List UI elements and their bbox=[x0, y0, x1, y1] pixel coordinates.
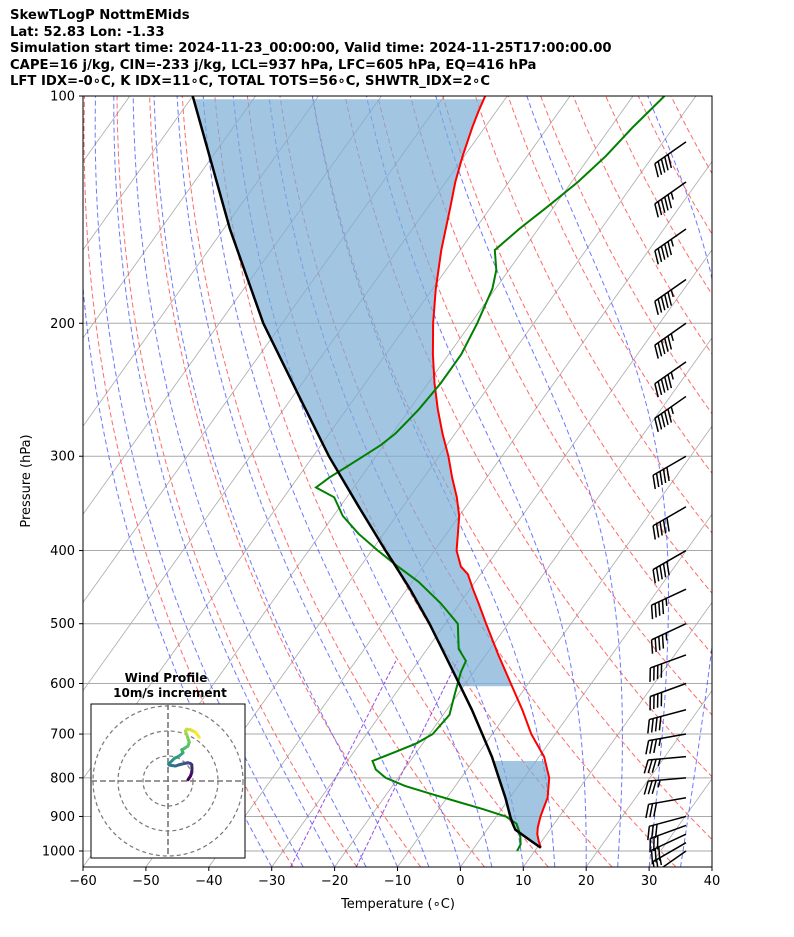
x-tick-label: 10 bbox=[515, 874, 532, 889]
moist-adiabat-line bbox=[202, 96, 461, 867]
wind-barb bbox=[654, 278, 687, 315]
mixing-ratio-lines bbox=[290, 660, 458, 867]
y-axis-label: Pressure (hPa) bbox=[19, 434, 34, 527]
isotherm-line bbox=[585, 689, 712, 867]
x-tick-label: −50 bbox=[132, 874, 159, 889]
y-tick-label: 900 bbox=[50, 810, 75, 825]
isotherm-line bbox=[460, 513, 712, 867]
x-tick-label: −40 bbox=[195, 874, 222, 889]
wind-barb bbox=[654, 181, 687, 218]
wind-barb bbox=[652, 455, 687, 490]
parcel-path bbox=[191, 96, 542, 849]
isotherm-line bbox=[208, 160, 712, 867]
dry-adiabat-line bbox=[442, 96, 712, 594]
header-indices-line: LFT IDX=-0∘C, K IDX=11∘C, TOTAL TOTS=56∘… bbox=[10, 74, 491, 89]
dry-adiabat-line bbox=[409, 96, 712, 655]
wind-barb bbox=[647, 709, 687, 734]
header-times: Simulation start time: 2024-11-23_00:00:… bbox=[10, 41, 612, 56]
isotherm-line bbox=[271, 249, 712, 867]
x-tick-label: 40 bbox=[704, 874, 721, 889]
y-tick-label: 200 bbox=[50, 317, 75, 332]
header-cape-line: CAPE=16 j/kg, CIN=-233 j/kg, LCL=937 hPa… bbox=[10, 57, 537, 73]
wind-barb bbox=[650, 623, 687, 654]
wind-barb bbox=[650, 588, 687, 620]
mixing-ratio-line bbox=[290, 660, 397, 867]
mixing-ratio-line bbox=[355, 660, 458, 867]
x-tick-label: −60 bbox=[69, 874, 96, 889]
dry-adiabat-line bbox=[377, 96, 712, 716]
dry-adiabat-line bbox=[181, 96, 485, 867]
isotherm-line bbox=[711, 866, 712, 867]
moist-adiabat-line bbox=[711, 864, 712, 867]
wind-barb bbox=[647, 815, 687, 841]
wind-barb bbox=[645, 796, 687, 819]
low-level-fill bbox=[493, 761, 550, 848]
dry-adiabat-line bbox=[670, 96, 712, 175]
dry-adiabat-line bbox=[116, 96, 358, 867]
y-tick-label: 500 bbox=[50, 617, 75, 632]
hodograph-title: Wind Profile bbox=[125, 671, 208, 685]
y-tick-label: 700 bbox=[50, 728, 75, 743]
dry-adiabat-line bbox=[572, 96, 712, 355]
hodograph-segment bbox=[194, 730, 201, 739]
moist-adiabat-line bbox=[153, 96, 398, 867]
x-tick-label: −30 bbox=[258, 874, 285, 889]
isobar-lines bbox=[83, 96, 712, 852]
hodograph-inset: Wind Profile 10m/s increment bbox=[90, 671, 246, 859]
isotherm-line bbox=[83, 96, 194, 251]
cape-region bbox=[193, 99, 512, 687]
hodograph-subtitle: 10m/s increment bbox=[113, 686, 227, 700]
dry-adiabat-line bbox=[507, 96, 712, 475]
wind-barb bbox=[661, 850, 687, 867]
dry-adiabat-line bbox=[279, 96, 677, 867]
moist-adiabat-line bbox=[132, 96, 367, 867]
wind-barb bbox=[643, 755, 687, 774]
isotherm-line bbox=[83, 96, 319, 427]
wind-barb bbox=[652, 549, 687, 584]
x-tick-label: −10 bbox=[384, 874, 411, 889]
x-tick-label: 30 bbox=[641, 874, 658, 889]
isotherm-line bbox=[522, 601, 712, 867]
wind-barbs bbox=[643, 141, 687, 867]
moist-adiabat-line bbox=[94, 96, 304, 867]
wind-barb bbox=[654, 141, 687, 178]
y-tick-label: 400 bbox=[50, 544, 75, 559]
y-tick-label: 1000 bbox=[42, 845, 75, 860]
x-tick-label: 0 bbox=[456, 874, 464, 889]
wind-barb bbox=[649, 654, 687, 682]
wind-barb bbox=[654, 322, 687, 359]
wind-barb bbox=[654, 228, 687, 265]
dry-adiabat-line bbox=[540, 96, 712, 415]
dry-adiabat-line bbox=[605, 96, 712, 296]
y-tick-label: 800 bbox=[50, 771, 75, 786]
x-tick-label: 20 bbox=[578, 874, 595, 889]
wind-barb bbox=[652, 506, 687, 540]
wind-barb bbox=[654, 395, 687, 432]
dry-adiabat-line bbox=[149, 96, 422, 867]
dry-adiabat-line bbox=[83, 96, 294, 867]
wind-barb bbox=[649, 682, 687, 711]
moist-adiabat-line bbox=[311, 96, 556, 867]
moist-adiabat-line bbox=[113, 96, 336, 867]
x-tick-label: −20 bbox=[321, 874, 348, 889]
x-axis-label: Temperature (∘C) bbox=[340, 897, 455, 912]
header-location: Lat: 52.83 Lon: -1.33 bbox=[10, 24, 165, 40]
dry-adiabat-line bbox=[474, 96, 712, 534]
y-tick-label: 100 bbox=[50, 90, 75, 105]
isotherm-line bbox=[648, 778, 712, 867]
wind-barb bbox=[654, 361, 687, 398]
moist-adiabat-line bbox=[435, 96, 623, 867]
moist-adiabat-line bbox=[176, 96, 430, 867]
y-tick-label: 300 bbox=[50, 450, 75, 465]
moist-adiabat-line bbox=[232, 96, 493, 867]
wind-barb bbox=[645, 733, 687, 755]
wind-barb bbox=[643, 777, 687, 795]
dewpoint-line bbox=[314, 96, 666, 852]
y-tick-label: 600 bbox=[50, 677, 75, 692]
header-title: SkewTLogP NottmEMids bbox=[10, 8, 190, 23]
temperature-line bbox=[431, 96, 551, 848]
chart-header: SkewTLogP NottmEMids Lat: 52.83 Lon: -1.… bbox=[10, 8, 612, 91]
